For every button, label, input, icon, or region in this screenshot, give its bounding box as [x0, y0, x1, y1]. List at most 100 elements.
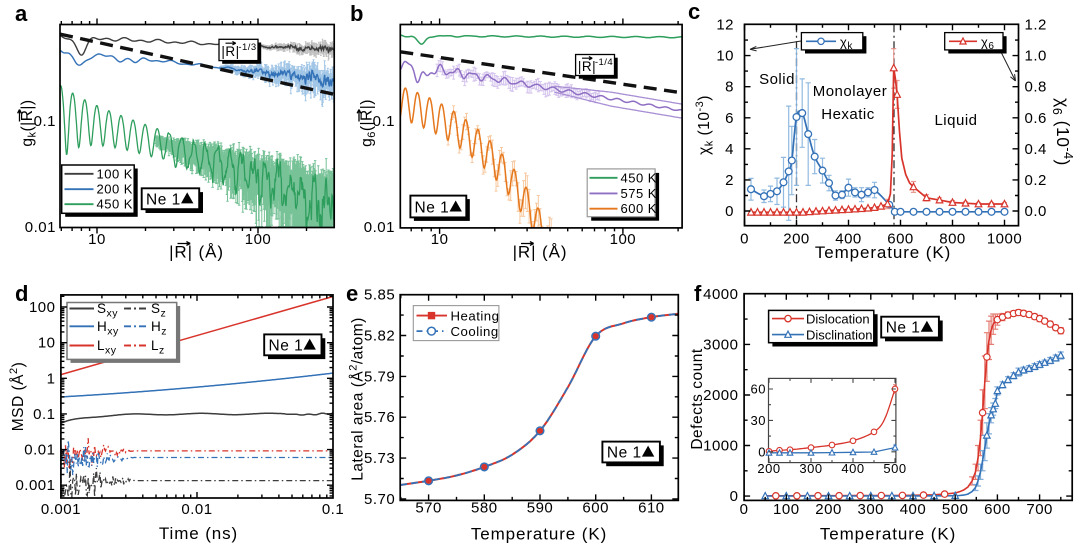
svg-text:600: 600 — [582, 500, 609, 517]
svg-text:100: 100 — [245, 231, 272, 248]
svg-text:0: 0 — [740, 231, 749, 248]
svg-text:5.76: 5.76 — [364, 409, 395, 426]
svg-text:-1/4: -1/4 — [595, 57, 613, 68]
svg-text:610: 610 — [638, 500, 665, 517]
svg-text:200 K: 200 K — [97, 182, 133, 197]
svg-text:1000: 1000 — [987, 231, 1022, 248]
svg-text:|R|: |R| — [221, 44, 239, 59]
svg-text:0: 0 — [725, 203, 734, 220]
svg-text:0.1: 0.1 — [322, 501, 344, 518]
svg-text:Temperature (K): Temperature (K) — [815, 243, 951, 262]
svg-text:0.4: 0.4 — [1025, 141, 1047, 158]
svg-text:g6(|R|): g6(|R|) — [359, 99, 379, 147]
svg-text:450 K: 450 K — [621, 170, 657, 185]
svg-text:10: 10 — [431, 231, 449, 248]
svg-text:Defects count: Defects count — [689, 348, 706, 449]
svg-text:b: b — [350, 1, 364, 26]
svg-text:0.8: 0.8 — [1025, 79, 1047, 96]
svg-text:Hexatic: Hexatic — [821, 106, 875, 123]
svg-text:4000: 4000 — [703, 286, 738, 303]
svg-text:Temperature (K): Temperature (K) — [471, 525, 607, 544]
svg-text:0.01: 0.01 — [364, 219, 395, 236]
svg-text:500: 500 — [883, 461, 906, 476]
svg-text:5.79: 5.79 — [364, 368, 395, 385]
svg-text:Ne 1: Ne 1 — [269, 338, 304, 355]
svg-text:Ne 1: Ne 1 — [607, 445, 642, 462]
svg-text:0.1: 0.1 — [34, 113, 56, 130]
svg-text:gk(|R|): gk(|R|) — [19, 99, 39, 146]
svg-text:590: 590 — [527, 500, 554, 517]
svg-text:2000: 2000 — [703, 387, 738, 404]
svg-text:0.01: 0.01 — [25, 219, 56, 236]
svg-text:500: 500 — [942, 501, 969, 518]
svg-text:Solid: Solid — [759, 71, 795, 88]
svg-text:5.70: 5.70 — [364, 491, 395, 508]
svg-text:400: 400 — [900, 501, 927, 518]
svg-text:0.1: 0.1 — [373, 113, 395, 130]
svg-text:Ne 1: Ne 1 — [886, 320, 921, 337]
svg-text:600 K: 600 K — [621, 201, 657, 216]
svg-text:0.2: 0.2 — [1025, 172, 1047, 189]
svg-text:0: 0 — [758, 444, 766, 459]
svg-text:400: 400 — [835, 231, 862, 248]
svg-text:e: e — [346, 281, 359, 306]
svg-text:100 K: 100 K — [97, 166, 133, 181]
svg-text:5.85: 5.85 — [364, 287, 395, 304]
svg-text:1.2: 1.2 — [1025, 17, 1047, 34]
svg-text:4: 4 — [725, 141, 734, 158]
svg-text:200: 200 — [757, 461, 780, 476]
svg-text:|R| (Å): |R| (Å) — [513, 243, 568, 262]
svg-text:0.1: 0.1 — [33, 406, 55, 423]
svg-text:100: 100 — [29, 299, 56, 316]
svg-text:3000: 3000 — [703, 336, 738, 353]
svg-text:MSD (Å2): MSD (Å2) — [8, 362, 27, 432]
svg-text:Lateral area (Å2/atom): Lateral area (Å2/atom) — [348, 317, 367, 481]
svg-text:10: 10 — [88, 231, 106, 248]
svg-text:400: 400 — [841, 461, 864, 476]
svg-text:700: 700 — [1026, 501, 1053, 518]
svg-text:300: 300 — [799, 461, 822, 476]
svg-text:450 K: 450 K — [97, 197, 133, 212]
svg-text:5.82: 5.82 — [364, 328, 395, 345]
svg-text:0.001: 0.001 — [41, 501, 81, 518]
svg-text:Ne 1: Ne 1 — [146, 191, 181, 208]
svg-text:0.0: 0.0 — [1025, 203, 1047, 220]
svg-text:575 K: 575 K — [621, 186, 657, 201]
svg-text:100: 100 — [610, 231, 637, 248]
svg-text:f: f — [694, 281, 702, 306]
svg-text:Time (ns): Time (ns) — [159, 524, 238, 543]
svg-text:Monolayer: Monolayer — [813, 83, 888, 100]
svg-text:d: d — [15, 281, 29, 306]
svg-text:Cooling: Cooling — [451, 324, 499, 339]
svg-text:0: 0 — [730, 488, 739, 505]
svg-text:60: 60 — [751, 381, 766, 396]
svg-text:10: 10 — [716, 48, 734, 65]
svg-text:6: 6 — [725, 110, 734, 127]
svg-text:c: c — [688, 0, 701, 24]
svg-text:600: 600 — [887, 231, 914, 248]
svg-text:0: 0 — [740, 501, 749, 518]
svg-text:5.73: 5.73 — [364, 450, 395, 467]
svg-text:100: 100 — [773, 501, 800, 518]
svg-text:30: 30 — [751, 413, 766, 428]
svg-text:0.001: 0.001 — [15, 477, 55, 494]
svg-text:10: 10 — [38, 335, 56, 352]
svg-text:800: 800 — [939, 231, 966, 248]
svg-text:1: 1 — [47, 370, 56, 387]
svg-text:Ne 1: Ne 1 — [415, 199, 450, 216]
svg-text:570: 570 — [415, 500, 442, 517]
svg-text:|R| (Å): |R| (Å) — [169, 243, 224, 262]
svg-text:1000: 1000 — [703, 438, 738, 455]
svg-text:Heating: Heating — [451, 309, 500, 324]
svg-text:580: 580 — [471, 500, 498, 517]
svg-text:0.01: 0.01 — [24, 442, 55, 459]
svg-text:0.6: 0.6 — [1025, 110, 1047, 127]
svg-text:Dislocation: Dislocation — [806, 311, 870, 326]
svg-text:600: 600 — [984, 501, 1011, 518]
svg-text:Disclination: Disclination — [806, 327, 872, 342]
svg-text:8: 8 — [725, 79, 734, 96]
svg-text:-1/3: -1/3 — [238, 42, 256, 53]
svg-text:300: 300 — [857, 501, 884, 518]
svg-text:Temperature (K): Temperature (K) — [820, 525, 956, 544]
svg-text:|R|: |R| — [578, 59, 596, 74]
